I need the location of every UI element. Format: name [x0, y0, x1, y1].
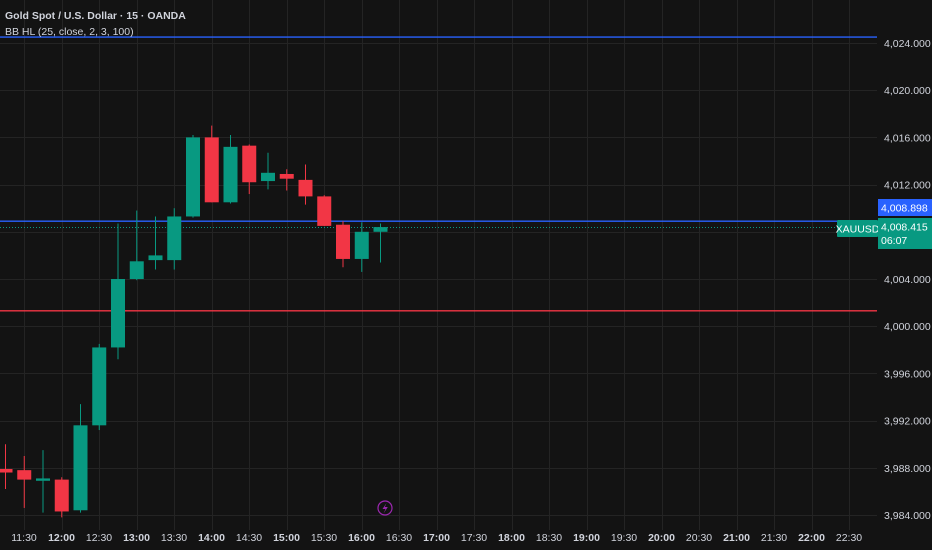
x-tick-label: 14:30: [236, 532, 262, 544]
y-tick-label: 4,000.000: [884, 321, 931, 333]
candle: [336, 221, 350, 268]
countdown-timer: 06:07: [881, 235, 907, 247]
x-tick-label: 21:00: [723, 532, 750, 544]
x-tick-label: 15:30: [311, 532, 337, 544]
candle-body: [336, 224, 350, 259]
chart-title[interactable]: Gold Spot / U.S. Dollar · 15 · OANDA: [5, 10, 186, 22]
x-tick-label: 19:30: [611, 532, 637, 544]
x-tick-label: 18:00: [498, 532, 525, 544]
candle-body: [129, 261, 144, 279]
time-axis[interactable]: 11:30 12:00 12:30 13:00 13:30 14:00 14:30 15:00…: [11, 532, 862, 544]
x-tick-label: 17:00: [423, 532, 450, 544]
x-tick-label: 21:30: [761, 532, 787, 544]
x-tick-label: 20:30: [686, 532, 712, 544]
x-tick-label: 15:00: [273, 532, 300, 544]
symbol-tag: XAUUSD: [836, 224, 880, 236]
y-tick-label: 4,012.000: [884, 180, 931, 192]
candle-body: [148, 255, 163, 261]
candle-body: [54, 479, 69, 512]
candles: [0, 125, 388, 518]
y-tick-label: 3,992.000: [884, 416, 931, 428]
candle-body: [186, 137, 200, 217]
x-tick-label: 14:00: [198, 532, 225, 544]
candle: [298, 164, 313, 205]
candle: [111, 223, 125, 360]
candle: [129, 210, 144, 281]
x-tick-label: 16:00: [348, 532, 375, 544]
x-tick-label: 17:30: [461, 532, 487, 544]
indicator-label[interactable]: BB HL (25, close, 2, 3, 100): [5, 26, 134, 38]
candle: [373, 223, 388, 263]
candle-body: [73, 425, 88, 511]
current-price-tag-bg: [878, 218, 932, 249]
blue-line-price-tag-bg: [878, 199, 932, 216]
x-tick-label: 19:00: [573, 532, 600, 544]
candle-body: [317, 196, 332, 226]
candle: [223, 135, 238, 204]
candle-body: [111, 279, 125, 348]
symbol-tag-bg: [837, 220, 878, 237]
y-tick-label: 3,988.000: [884, 463, 931, 475]
x-tick-label: 22:00: [798, 532, 825, 544]
candle: [186, 135, 200, 218]
blue-line-price-tag: 4,008.898: [881, 203, 928, 215]
y-tick-label: 4,016.000: [884, 132, 931, 144]
y-tick-label: 4,024.000: [884, 38, 931, 50]
candle: [242, 144, 257, 195]
y-tick-label: 4,020.000: [884, 85, 931, 97]
candle: [279, 169, 294, 191]
x-tick-label: 22:30: [836, 532, 862, 544]
candle: [36, 450, 50, 513]
candle: [92, 343, 107, 431]
candle-body: [223, 146, 238, 203]
candle-body: [279, 173, 294, 179]
lightning-icon[interactable]: [377, 500, 393, 516]
x-tick-label: 12:00: [48, 532, 75, 544]
x-tick-label: 11:30: [11, 532, 37, 544]
candle: [204, 125, 219, 203]
x-tick-label: 16:30: [386, 532, 412, 544]
current-price-tag: 4,008.415: [881, 222, 928, 234]
candle: [0, 444, 13, 490]
candle: [54, 477, 69, 518]
candle-body: [36, 478, 50, 481]
indicator-lines: [0, 36, 877, 312]
grid-lines: [0, 0, 877, 530]
candle-body: [17, 470, 32, 480]
price-axis[interactable]: 3,984.000 3,988.000 3,992.000 3,996.000 4,00…: [884, 38, 931, 522]
candle: [354, 222, 369, 272]
candle-body: [242, 145, 257, 183]
x-tick-label: 13:30: [161, 532, 187, 544]
candle: [148, 216, 163, 270]
candle: [317, 195, 332, 226]
x-tick-label: 13:00: [123, 532, 150, 544]
candle: [261, 152, 275, 190]
candle-body: [204, 137, 219, 203]
x-tick-label: 12:30: [86, 532, 112, 544]
candle-body: [261, 172, 275, 182]
candle-body: [167, 216, 182, 261]
y-tick-label: 3,984.000: [884, 510, 931, 522]
y-tick-label: 3,996.000: [884, 368, 931, 380]
candle-body: [298, 179, 313, 197]
candle-body: [373, 227, 388, 232]
candle: [167, 208, 182, 270]
y-tick-label: 4,004.000: [884, 274, 931, 286]
candle-body: [354, 231, 369, 259]
candle-body: [0, 468, 13, 473]
x-tick-label: 18:30: [536, 532, 562, 544]
x-tick-label: 20:00: [648, 532, 675, 544]
candle: [17, 456, 32, 508]
candle-body: [92, 347, 107, 426]
candle: [73, 404, 88, 513]
